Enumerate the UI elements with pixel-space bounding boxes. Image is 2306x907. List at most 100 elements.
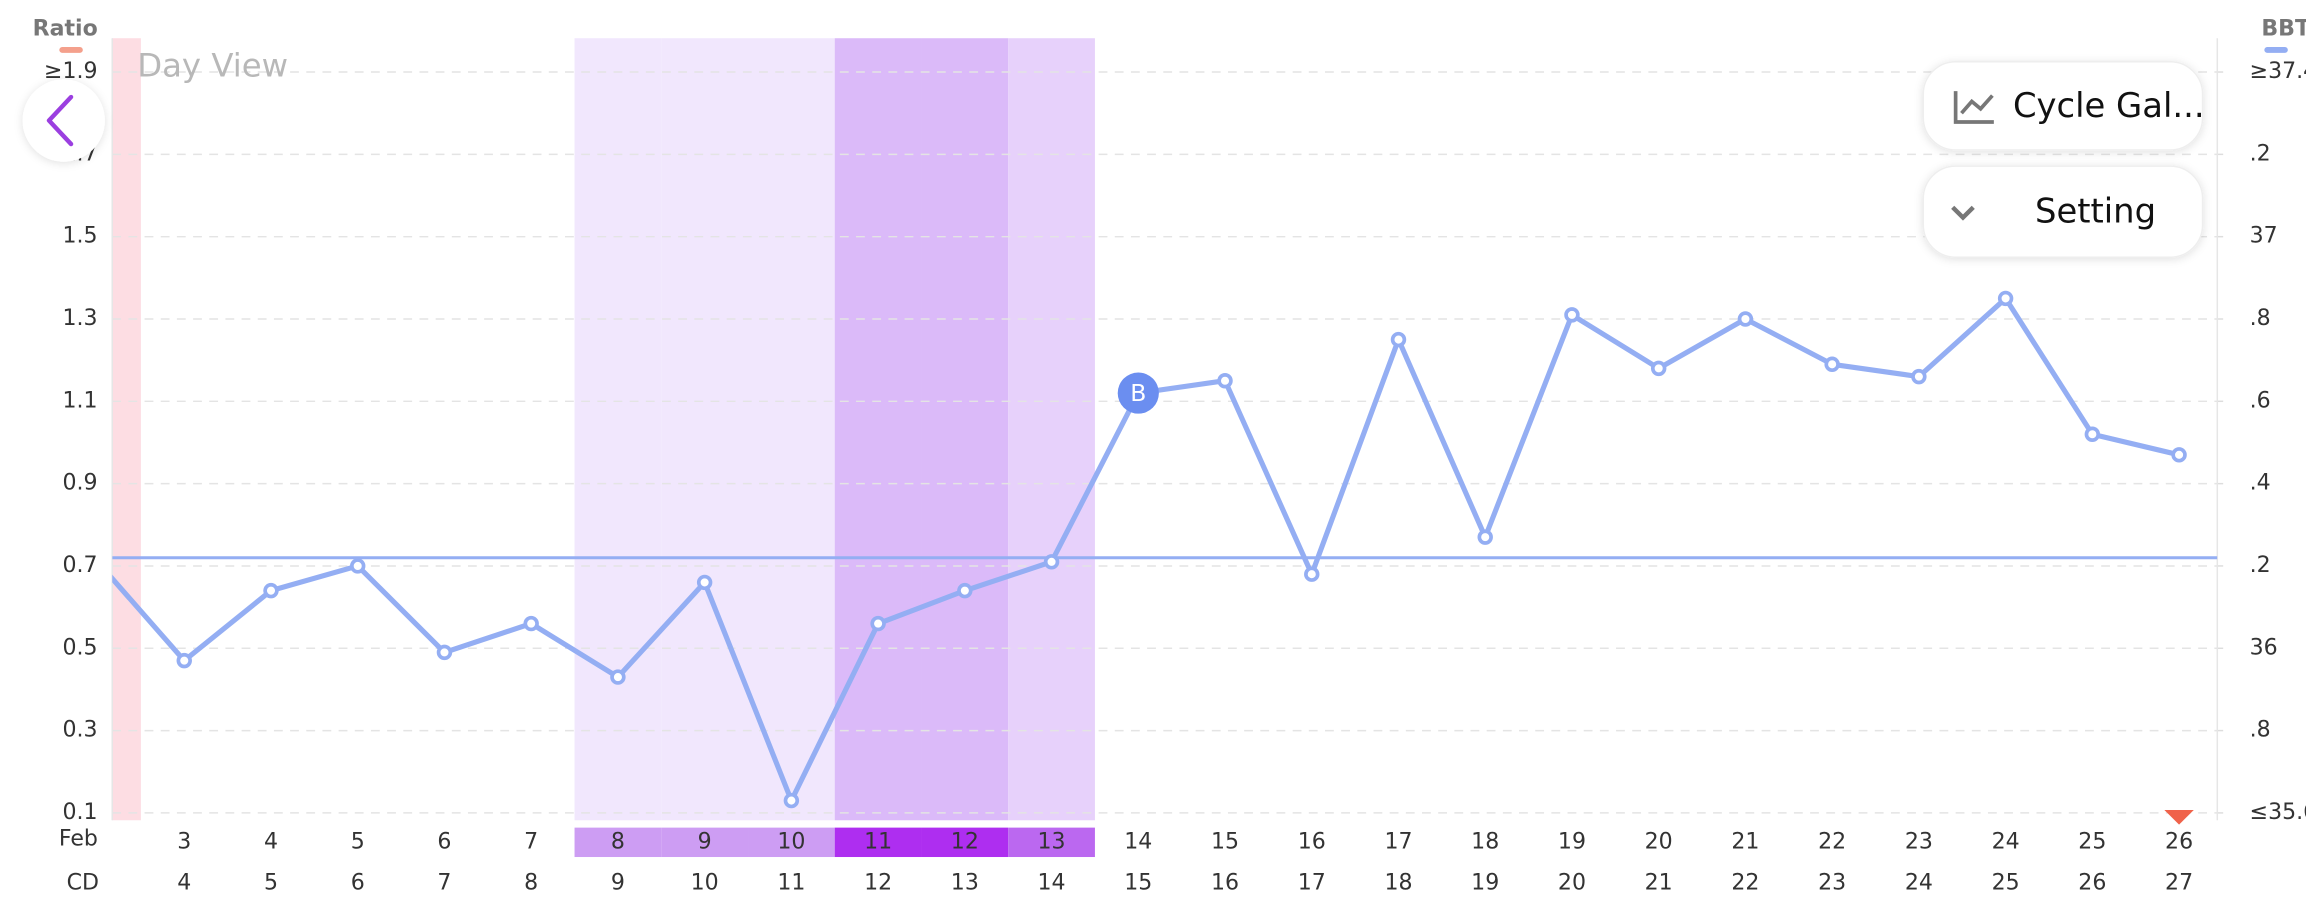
chevron-icon <box>1951 205 1975 221</box>
label-pill <box>834 827 922 858</box>
x-tick-label: 5 <box>351 829 365 854</box>
cd-label: 7 <box>437 870 451 895</box>
cd-label: 17 <box>1298 870 1326 895</box>
y2-tick-label: 37 <box>2250 224 2278 249</box>
x-tick-label: 21 <box>1731 829 1759 854</box>
cd-label: 21 <box>1645 870 1673 895</box>
bbt-point <box>1737 311 1754 327</box>
bbt-point <box>2084 426 2101 442</box>
button-bg[interactable] <box>1922 165 2204 258</box>
cd-label: 27 <box>2165 870 2193 895</box>
bbt-point <box>696 574 713 591</box>
bbt-point <box>1390 331 1407 348</box>
y-tick-label: 0.1 <box>62 800 97 825</box>
y-tick-label: 1.5 <box>62 224 97 249</box>
button-label[interactable]: Setting <box>2035 192 2156 231</box>
x-tick-label: 22 <box>1818 829 1846 854</box>
x-tick-label: 18 <box>1471 829 1499 854</box>
y-tick-label: 1.1 <box>62 388 97 413</box>
cd-label: 20 <box>1558 870 1586 895</box>
cd-label: 16 <box>1211 870 1239 895</box>
cd-label: 14 <box>1038 870 1066 895</box>
x-tick-label: 16 <box>1298 829 1326 854</box>
x-tick-label: 23 <box>1905 829 1933 854</box>
label-pill <box>921 827 1009 858</box>
highlight-band <box>921 38 1009 821</box>
bbt-point <box>1564 307 1580 323</box>
bbt-point <box>1477 529 1493 545</box>
x-tick-label: 19 <box>1558 829 1586 854</box>
y-tick-label: 0.7 <box>62 553 97 578</box>
label-pill <box>574 827 662 858</box>
cd-label: 19 <box>1471 870 1499 895</box>
x-tick-label: 9 <box>698 829 712 854</box>
chart-icon <box>1953 91 1994 124</box>
cd-label: 4 <box>177 870 191 895</box>
y2-tick-label: 36 <box>2250 635 2278 660</box>
x-tick-label: 11 <box>864 829 892 854</box>
cd-label: 24 <box>1905 870 1933 895</box>
x-tick-label: 15 <box>1211 829 1239 854</box>
x-tick-label: 10 <box>777 829 805 854</box>
chart-icon <box>1960 94 1994 115</box>
event-marker-label: B <box>1130 379 1146 407</box>
y2-tick-label: ≥37.4 <box>2250 59 2306 84</box>
setting-button[interactable]: Setting <box>1922 165 2204 258</box>
left-axis-label: Ratio <box>33 16 98 41</box>
highlight-band <box>1008 38 1095 821</box>
cd-label: 22 <box>1731 870 1759 895</box>
cd-label: 10 <box>691 870 719 895</box>
y2-tick-label: .4 <box>2250 471 2271 496</box>
cd-label: 26 <box>2078 870 2106 895</box>
x-tick-label: 6 <box>437 829 451 854</box>
bbt-point <box>870 615 886 632</box>
highlight-band <box>748 38 835 821</box>
cd-label: 6 <box>351 870 365 895</box>
bbt-point <box>523 615 539 632</box>
y2-tick-label: .2 <box>2250 141 2271 166</box>
back-circle[interactable] <box>22 79 105 162</box>
bbt-point <box>1304 566 1320 582</box>
bbt-point <box>1217 373 1233 389</box>
event-marker <box>1117 372 1159 414</box>
highlight-band <box>112 38 141 821</box>
highlight-band <box>834 38 922 821</box>
bbt-point <box>1043 554 1060 570</box>
bbt-point <box>610 669 626 685</box>
cd-label: CD <box>67 870 99 895</box>
y2-tick-label: ≤35.6 <box>2250 800 2306 825</box>
label-pill <box>748 827 835 858</box>
y-tick-label: 0.3 <box>62 718 97 743</box>
x-tick-label: 4 <box>264 829 278 854</box>
x-tick-label: 7 <box>524 829 538 854</box>
ratio-swatch <box>59 47 83 53</box>
cd-label: 15 <box>1124 870 1152 895</box>
x-axis-label: Feb <box>59 826 98 851</box>
today-marker <box>2164 809 2194 825</box>
y-tick-label: ≥1.9 <box>44 59 98 84</box>
bbt-point <box>1650 360 1667 377</box>
button-bg[interactable] <box>1922 61 2204 151</box>
back-button[interactable] <box>22 79 105 162</box>
bbt-point <box>176 652 192 669</box>
y-tick-label: 0.5 <box>62 635 97 660</box>
highlight-band <box>661 38 749 821</box>
cd-label: 23 <box>1818 870 1846 895</box>
x-tick-label: 26 <box>2165 829 2193 854</box>
back-icon <box>46 94 74 147</box>
button-label[interactable]: Cycle Gal... <box>2013 86 2205 125</box>
bbt-point <box>2171 447 2187 463</box>
label-pill <box>1008 827 1095 858</box>
y-tick-label: 0.9 <box>62 471 97 496</box>
cd-label: 12 <box>864 870 892 895</box>
x-tick-label: 20 <box>1645 829 1673 854</box>
chart-title: Day View <box>137 47 288 85</box>
cd-label: 25 <box>1992 870 2020 895</box>
cycle-button[interactable]: Cycle Gal... <box>1922 61 2205 151</box>
bbt-point <box>436 644 453 661</box>
highlight-band <box>574 38 662 821</box>
bbt-point <box>1997 290 2014 307</box>
x-tick-label: 13 <box>1038 829 1066 854</box>
cd-label: 9 <box>611 870 625 895</box>
